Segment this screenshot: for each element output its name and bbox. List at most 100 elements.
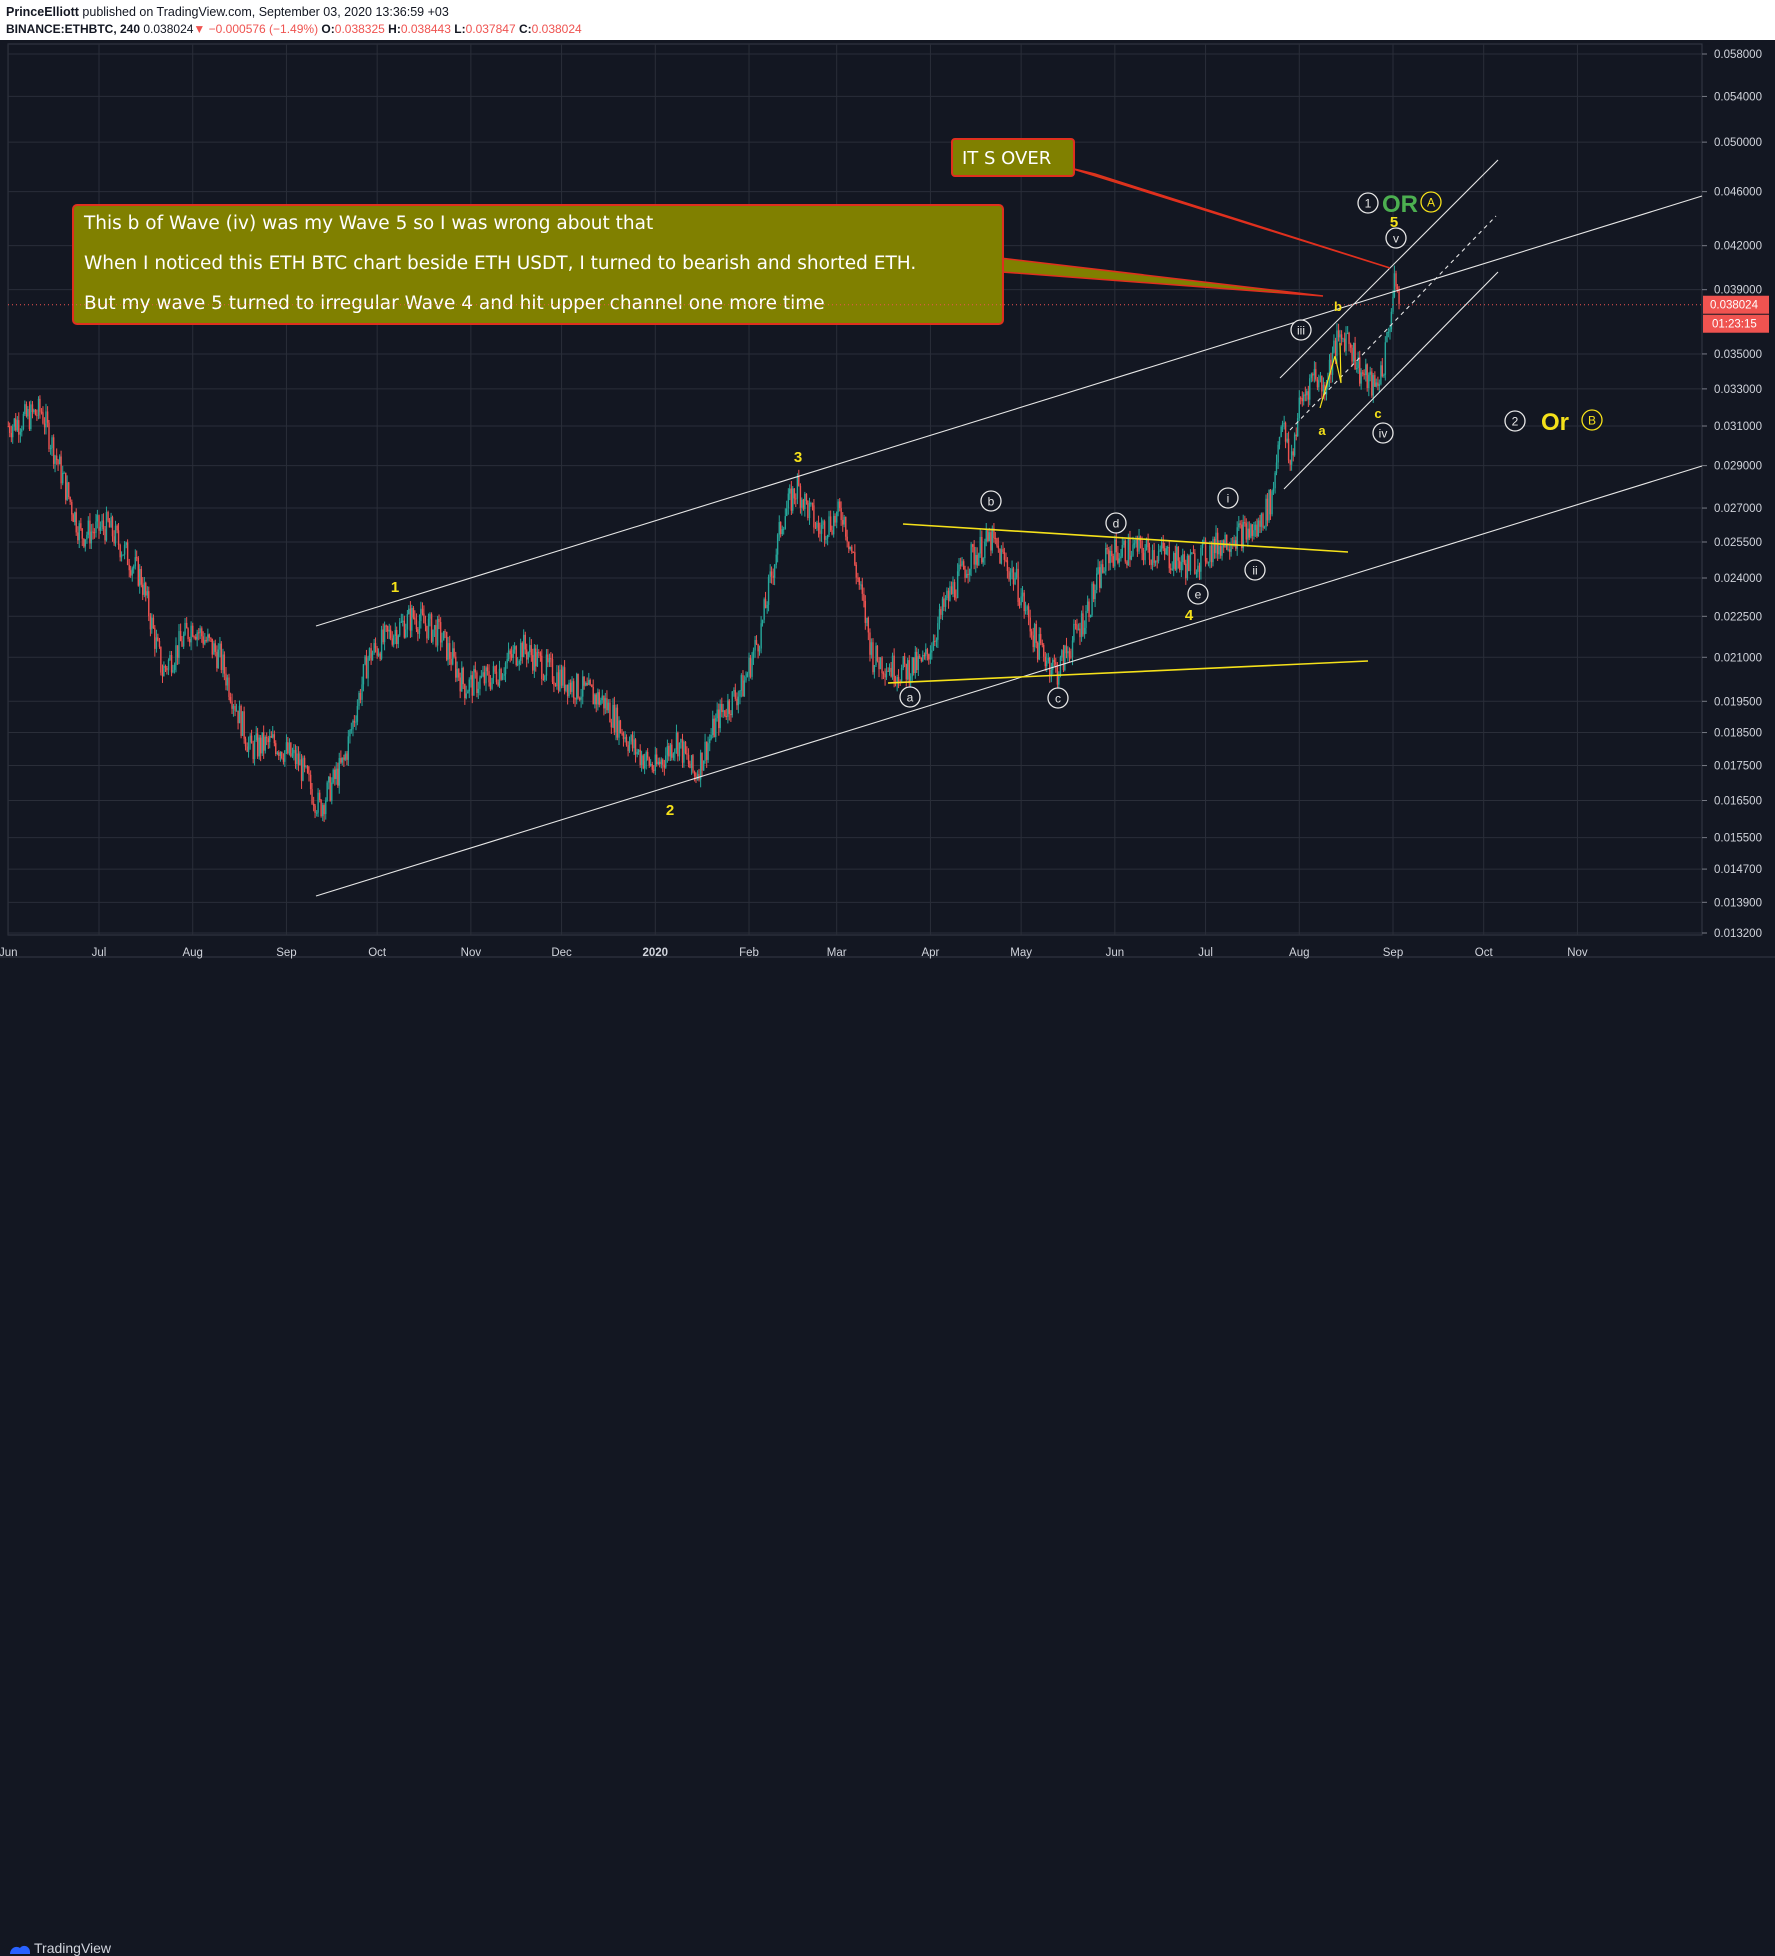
candle-body xyxy=(1159,549,1161,552)
candle-body xyxy=(1377,382,1379,386)
candle-body xyxy=(1292,451,1294,456)
candle-body xyxy=(278,752,280,756)
candle-body xyxy=(296,753,298,765)
candle-body xyxy=(869,632,871,655)
candle-body xyxy=(633,739,635,749)
candle-body xyxy=(1224,534,1226,548)
candle-body xyxy=(58,456,61,465)
candle-body xyxy=(232,706,235,709)
candle-body xyxy=(902,656,904,669)
candle-body xyxy=(473,669,475,696)
candle-body xyxy=(659,761,661,765)
candle-body xyxy=(1006,560,1009,572)
candle-body xyxy=(975,555,977,565)
candle-body xyxy=(657,761,660,765)
candle-body xyxy=(386,626,389,632)
candle-body xyxy=(814,527,817,529)
tradingview-logo-icon[interactable] xyxy=(8,1942,32,1956)
candle-body xyxy=(445,631,448,660)
lower-channel-line[interactable] xyxy=(315,465,1703,897)
price-chart[interactable]: 0.058000 0.054000 0.050000 0.046000 0.042000… xyxy=(0,0,1775,1004)
candle-body xyxy=(867,617,870,633)
candle-body xyxy=(622,733,625,740)
callouts[interactable]: IT S OVER This b of Wave (iv) was my Wave… xyxy=(72,138,1391,325)
callout-over-box[interactable] xyxy=(951,138,1075,177)
triangle-upper-line[interactable] xyxy=(902,523,1349,553)
candle-body xyxy=(259,737,262,754)
candle-body xyxy=(1244,522,1246,524)
candle-body xyxy=(143,582,146,595)
candle-body xyxy=(1039,634,1042,644)
candle-body xyxy=(154,628,156,649)
alt2-b-circle-text: B xyxy=(1588,414,1596,428)
candle-body xyxy=(161,672,164,677)
triangle-lower-line[interactable] xyxy=(887,660,1369,684)
candle-body xyxy=(530,645,533,656)
candle-body xyxy=(773,564,776,578)
x-tick-label: Sep xyxy=(276,947,296,959)
candle-body xyxy=(135,557,138,559)
candle-body xyxy=(1363,373,1365,376)
candle-body xyxy=(524,634,526,650)
candle-body xyxy=(674,749,676,754)
tradingview-brand[interactable]: TradingView xyxy=(34,1940,112,1956)
candle-body xyxy=(1021,592,1024,597)
candle-body xyxy=(917,656,920,671)
candle-body xyxy=(527,652,530,660)
candle-body xyxy=(1030,631,1033,636)
candle-body xyxy=(1182,554,1184,563)
candle-body xyxy=(1277,444,1279,463)
price-axis[interactable]: 0.058000 0.054000 0.050000 0.046000 0.042000… xyxy=(1702,49,1762,940)
small-channel-lower[interactable] xyxy=(1283,271,1499,490)
small-channel-upper[interactable] xyxy=(1279,159,1499,379)
candle-body xyxy=(516,664,519,666)
time-axis[interactable]: Jun Jul Aug Sep Oct Nov Dec 2020 Feb Mar Apr May Jun… xyxy=(0,947,1588,959)
candle-body xyxy=(1256,524,1258,537)
candle-body xyxy=(1290,451,1293,465)
x-tick-label: Nov xyxy=(461,947,482,959)
candle-body xyxy=(734,690,737,699)
candle-body xyxy=(504,662,507,675)
candle-body xyxy=(238,705,241,724)
candle-body xyxy=(185,622,188,629)
candle-body xyxy=(598,692,600,705)
candle-body xyxy=(166,667,168,671)
candle-body xyxy=(828,516,830,535)
candle-body xyxy=(1068,651,1071,657)
candle-body xyxy=(1169,568,1172,570)
candle-body xyxy=(601,695,603,701)
author-name[interactable]: PrinceElliott xyxy=(6,5,79,19)
candle-body xyxy=(569,682,572,692)
candle-body xyxy=(465,693,467,699)
candle-body xyxy=(941,598,944,615)
candle-body xyxy=(890,667,892,677)
candle-body xyxy=(707,743,709,760)
candle-body xyxy=(655,754,658,765)
candle-body xyxy=(459,677,461,692)
candle-body xyxy=(1091,583,1093,616)
candle-body xyxy=(810,502,812,504)
abc-zigzag xyxy=(1319,342,1342,409)
callout-main-box[interactable] xyxy=(72,204,1004,325)
candle-body xyxy=(911,657,913,677)
drawings[interactable] xyxy=(315,159,1703,897)
candle-body xyxy=(329,776,331,801)
candle-body xyxy=(1067,651,1069,654)
candle-body xyxy=(1026,606,1028,610)
candle-body xyxy=(1236,527,1238,549)
candle-body xyxy=(872,642,874,673)
upper-channel-line[interactable] xyxy=(315,195,1703,627)
x-tick-label: Oct xyxy=(1475,947,1494,959)
symbol-label[interactable]: BINANCE:ETHBTC, 240 xyxy=(6,22,141,36)
candle-body xyxy=(439,622,442,643)
candle-body xyxy=(346,753,348,760)
candle-body xyxy=(955,597,957,599)
candle-body xyxy=(228,677,230,697)
candle-body xyxy=(400,621,403,623)
publish-info: published on TradingView.com, September … xyxy=(82,5,449,19)
candle-body xyxy=(1047,657,1050,661)
candle-body xyxy=(192,625,194,637)
candle-body xyxy=(146,591,149,596)
candle-body xyxy=(731,691,733,716)
candle-body xyxy=(766,604,768,609)
